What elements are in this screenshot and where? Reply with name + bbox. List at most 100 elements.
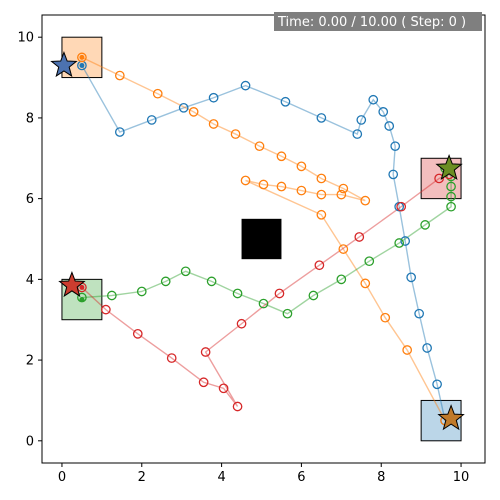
trajectory-point-1-16 — [258, 179, 269, 190]
y-tick-label: 6 — [26, 192, 34, 207]
agent-markers — [50, 51, 465, 431]
obstacle-block — [241, 218, 282, 260]
trajectory-point-0-12 — [356, 115, 367, 125]
trajectory-point-0-17 — [208, 92, 219, 103]
trajectory-point-1-18 — [316, 209, 327, 220]
trajectory-point-3-12 — [396, 201, 407, 212]
trajectory-point-0-1 — [432, 379, 442, 390]
trajectory-point-1-14 — [296, 185, 307, 196]
trajectory-point-0-13 — [352, 129, 363, 139]
x-tick-label: 4 — [217, 470, 225, 485]
trajectory-point-0-19 — [146, 115, 157, 125]
trajectory-point-2-16 — [446, 181, 456, 192]
trajectory-point-1-20 — [360, 278, 371, 289]
trajectory-point-1-4 — [208, 119, 219, 129]
trajectory-point-1-5 — [230, 129, 241, 139]
trajectory-point-3-4 — [198, 377, 209, 388]
trajectory-point-3-9 — [274, 288, 285, 299]
trajectory-point-0-15 — [280, 96, 291, 107]
trajectory-point-1-9 — [316, 173, 327, 184]
red-agent-star — [58, 270, 86, 298]
trajectory-point-1-19 — [338, 244, 349, 254]
trajectory-point-2-8 — [282, 308, 293, 319]
trajectory-point-1-3 — [188, 107, 199, 117]
trajectory-point-3-11 — [354, 232, 365, 242]
axes-frame — [41, 14, 486, 464]
trajectory-point-1-11 — [360, 195, 371, 206]
trajectory-point-1-12 — [336, 189, 347, 200]
x-tick-label: 10 — [453, 470, 470, 485]
trajectory-point-3-2 — [132, 328, 143, 339]
trajectory-point-0-16 — [240, 80, 251, 91]
trajectory-point-0-7 — [388, 169, 399, 180]
trajectory-point-2-15 — [446, 191, 456, 202]
trajectory-point-2-11 — [364, 256, 375, 267]
green-agent-star — [435, 153, 463, 181]
start-dot-0 — [79, 62, 85, 68]
trajectory-point-0-9 — [384, 121, 395, 131]
status-text: Time: 0.00 / 10.00 ( Step: 0 ) — [277, 15, 466, 30]
trajectory-line-0 — [81, 65, 446, 421]
trajectory-point-2-7 — [258, 298, 269, 309]
trajectory-point-1-1 — [114, 70, 125, 81]
trajectory-point-3-1 — [101, 304, 111, 315]
start-dot-2 — [79, 297, 85, 303]
trajectory-point-2-13 — [420, 220, 430, 230]
trajectory-line-3 — [81, 173, 450, 407]
status-background — [274, 12, 482, 31]
trajectory-point-1-15 — [276, 181, 287, 192]
trajectory-point-1-21 — [380, 312, 391, 323]
trajectory-point-3-8 — [236, 318, 247, 329]
trajectory-point-1-7 — [276, 151, 287, 162]
trajectory-point-2-10 — [336, 274, 347, 285]
trajectory-point-2-1 — [106, 290, 117, 301]
x-tick-label: 0 — [58, 470, 66, 485]
trajectory-point-0-18 — [178, 102, 189, 113]
trajectory-point-0-20 — [114, 127, 125, 137]
trajectory-point-3-10 — [314, 260, 325, 271]
trajectory-point-1-10 — [338, 183, 349, 194]
trajectory-point-1-6 — [254, 141, 265, 152]
trajectory-lines — [81, 56, 452, 421]
trajectory-point-0-4 — [406, 272, 417, 283]
trajectory-line-2 — [81, 167, 452, 315]
trajectory-point-3-13 — [434, 173, 444, 184]
trajectory-point-1-13 — [316, 189, 327, 200]
start-dot-3 — [79, 284, 85, 290]
y-tick-label: 2 — [26, 354, 34, 369]
trajectory-point-2-12 — [394, 238, 405, 248]
trajectory-point-2-3 — [160, 276, 171, 287]
trajectory-point-3-7 — [200, 347, 211, 357]
orange-agent-star — [437, 404, 465, 431]
trajectory-point-2-4 — [180, 266, 191, 277]
trajectory-point-0-2 — [422, 343, 432, 353]
trajectory-point-2-14 — [446, 201, 456, 212]
x-tick-label: 8 — [377, 470, 385, 485]
y-tick-label: 8 — [26, 111, 34, 126]
y-tick-label: 4 — [26, 273, 34, 288]
y-tick-label: 10 — [17, 31, 34, 46]
trajectory-point-3-5 — [218, 383, 229, 394]
x-tick-label: 6 — [297, 470, 305, 485]
trajectory-point-0-8 — [390, 141, 401, 152]
trajectory-point-0-14 — [316, 113, 327, 123]
start-dot-1 — [79, 54, 85, 60]
status-box: Time: 0.00 / 10.00 ( Step: 0 ) — [274, 12, 482, 31]
axis-ticks: 0 2 4 6 8 10 0 2 4 6 8 10 — [17, 31, 469, 485]
trajectory-point-2-9 — [308, 290, 319, 301]
trajectory-point-2-5 — [206, 276, 217, 287]
trajectory-point-3-3 — [166, 353, 177, 363]
blue-agent-star — [50, 51, 78, 78]
trajectory-point-0-11 — [368, 94, 379, 105]
x-tick-label: 2 — [138, 470, 146, 485]
trajectory-point-0-3 — [414, 308, 424, 319]
y-tick-label: 0 — [26, 434, 34, 449]
trajectory-point-1-2 — [152, 88, 163, 99]
trajectory-point-0-5 — [400, 236, 411, 246]
trajectory-point-1-22 — [402, 345, 413, 355]
trajectory-point-1-17 — [240, 175, 251, 186]
trajectory-point-2-6 — [232, 288, 243, 299]
trajectory-point-1-8 — [296, 161, 307, 172]
trajectory-point-1-0 — [77, 52, 87, 63]
